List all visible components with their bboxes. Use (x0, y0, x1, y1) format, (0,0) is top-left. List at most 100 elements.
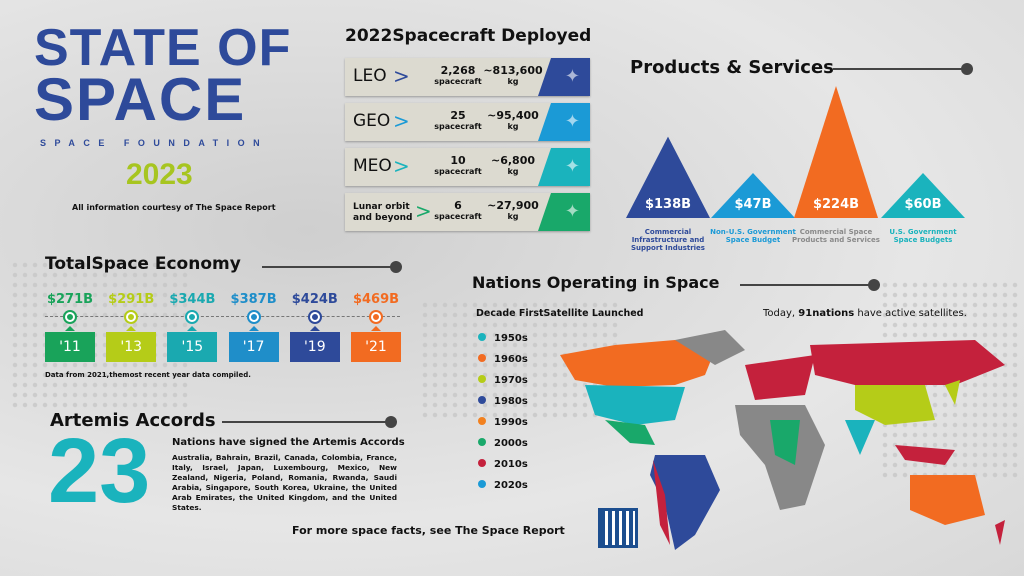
qr-code[interactable] (598, 508, 638, 548)
logo-year: 2023 (126, 158, 193, 191)
artemis-subtitle: Nations have signed the Artemis Accords (172, 437, 405, 448)
legend-label: 2010s (494, 459, 528, 470)
map-chile (653, 460, 670, 545)
product-label: Commercial Space Products and Services (792, 228, 880, 244)
count-unit: spacecraft (434, 167, 482, 176)
today-prefix: Today, (763, 308, 799, 319)
legend-label: 1950s (494, 333, 528, 344)
world-map (560, 330, 1005, 550)
map-china (855, 385, 935, 425)
map-europe (745, 355, 815, 400)
logo-line1: STATE OF (34, 19, 292, 77)
legend-swatch (478, 417, 486, 425)
chevron-right-icon: > (393, 154, 410, 178)
economy-year: '19 (289, 326, 340, 362)
orbit-label: GEO (353, 111, 391, 131)
legend-label: 1970s (494, 375, 528, 386)
spacecraft-mass: ~27,900 kg (483, 200, 543, 222)
chevron-right-icon: > (415, 199, 432, 223)
map-russia (810, 340, 1005, 385)
mass-unit: kg (507, 212, 519, 221)
legend-swatch (478, 375, 486, 383)
orbit-label: LEO (353, 66, 387, 86)
count-value: 25 (450, 109, 466, 122)
economy-value: $469B (352, 292, 400, 307)
product-value: $60B (904, 197, 942, 212)
divider-line (262, 261, 402, 273)
economy-year: '17 (228, 326, 279, 362)
spacecraft-mass: ~6,800 kg (483, 155, 543, 177)
product-triangle (711, 173, 795, 218)
legend-label: 2000s (494, 438, 528, 449)
legend-item: 1980s (478, 396, 528, 407)
legend-item: 1990s (478, 417, 528, 428)
legend-swatch (478, 459, 486, 467)
legend-title: Decade FirstSatellite Launched (476, 308, 644, 319)
count-unit: spacecraft (434, 212, 482, 221)
timeline-dot (371, 312, 381, 322)
today-count: 91nations (798, 308, 855, 319)
economy-year: '11 (45, 326, 95, 362)
timeline-axis (45, 316, 400, 317)
product-triangle (881, 173, 965, 218)
map-australia (910, 475, 985, 525)
legend-item: 2000s (478, 438, 528, 449)
economy-title: TotalSpace Economy (45, 254, 241, 274)
spacecraft-row: MEO > 10 spacecraft ~6,800 kg ✦ (345, 148, 590, 186)
timeline-dot (248, 312, 259, 322)
product-label: Non-U.S. Government Space Budget (710, 228, 796, 244)
nations-title: Nations Operating in Space (472, 273, 720, 292)
product-label: U.S. Government Space Budgets (889, 228, 957, 244)
map-south-america (650, 455, 720, 550)
artemis-title: Artemis Accords (50, 410, 216, 431)
divider-line (740, 279, 880, 291)
courtesy-note: All information courtesy of The Space Re… (72, 203, 276, 212)
count-value: 2,268 (440, 64, 476, 77)
dot-pattern (10, 260, 190, 410)
legend-item: 1950s (478, 333, 528, 344)
map-africa-north (770, 420, 800, 465)
logo-line2: SPACE (34, 66, 247, 133)
legend-swatch (478, 354, 486, 362)
product-value: $224B (812, 197, 860, 212)
divider-line (222, 416, 397, 428)
chevron-right-icon: > (393, 109, 410, 133)
artemis-count: 23 (48, 420, 151, 522)
mass-unit: kg (507, 167, 519, 176)
economy-year: '15 (167, 326, 218, 362)
divider-line (833, 63, 973, 75)
mass-value: ~95,400 (487, 109, 539, 122)
map-japan (945, 380, 960, 405)
logo-org: SPACE FOUNDATION (40, 138, 269, 148)
legend-item: 1960s (478, 354, 528, 365)
mass-value: ~6,800 (490, 154, 535, 167)
spacecraft-count: 6 spacecraft (433, 200, 483, 222)
map-southeast-asia (895, 445, 955, 465)
economy-note: Data from 2021,themost recent year data … (45, 371, 251, 379)
orbit-label: Lunar orbit and beyond (353, 202, 413, 223)
today-suffix: have active satellites. (854, 308, 967, 319)
map-india (845, 420, 875, 455)
legend-label: 1980s (494, 396, 528, 407)
timeline-dot (309, 312, 320, 322)
mass-value: ~27,900 (487, 199, 539, 212)
mass-unit: kg (507, 122, 519, 131)
legend-label: 2020s (494, 480, 528, 491)
economy-value: $291B (108, 292, 155, 307)
spacecraft-row: GEO > 25 spacecraft ~95,400 kg ✦ (345, 103, 590, 141)
map-mexico (605, 420, 655, 445)
map-canada (560, 340, 715, 387)
legend-label: 1990s (494, 417, 528, 428)
mass-unit: kg (507, 77, 519, 86)
spacecraft-count: 2,268 spacecraft (433, 65, 483, 87)
map-usa (585, 385, 685, 425)
count-value: 6 (454, 199, 462, 212)
product-triangle (794, 86, 878, 218)
legend-label: 1960s (494, 354, 528, 365)
spacecraft-row: Lunar orbit and beyond > 6 spacecraft ~27… (345, 193, 590, 231)
timeline-dot (126, 312, 137, 322)
orbit-label: MEO (353, 156, 392, 176)
products-title: Products & Services (630, 57, 834, 78)
mass-value: ~813,600 (483, 64, 543, 77)
